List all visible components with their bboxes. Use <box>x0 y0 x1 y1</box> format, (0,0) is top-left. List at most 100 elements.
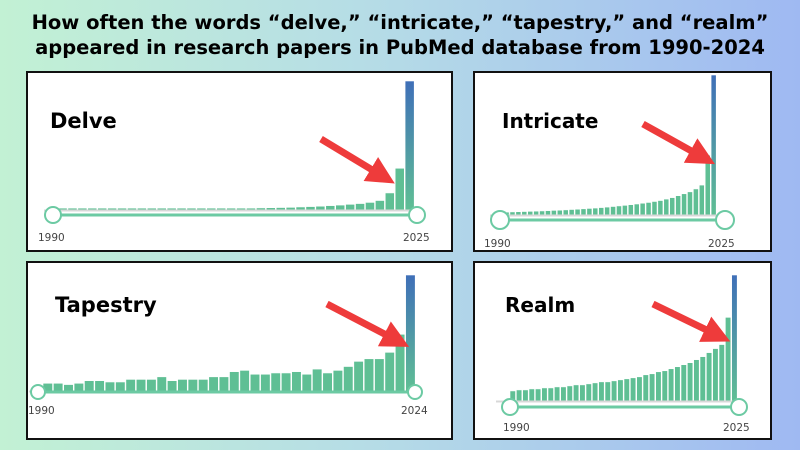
bar <box>156 376 167 392</box>
bar <box>94 380 105 392</box>
bar <box>365 202 375 211</box>
x-end-label: 2025 <box>708 238 735 250</box>
range-slider-start-handle[interactable] <box>490 210 510 230</box>
bar <box>630 377 637 402</box>
bar <box>645 202 652 216</box>
x-end-label: 2025 <box>403 232 430 244</box>
bar <box>642 374 649 402</box>
bar <box>633 203 640 216</box>
bar <box>305 206 316 211</box>
bar <box>229 371 240 392</box>
bar <box>208 376 219 392</box>
chart-title-tapestry: Tapestry <box>55 293 157 317</box>
range-slider-start-handle[interactable] <box>44 206 62 224</box>
bar <box>527 211 534 216</box>
bar <box>73 382 84 392</box>
bar <box>394 167 405 211</box>
bar <box>627 204 634 216</box>
bar-chart-delve: 1990 2025 <box>38 80 430 244</box>
bar <box>115 381 126 392</box>
bar <box>374 358 385 392</box>
chart-title-realm: Realm <box>505 293 576 317</box>
bar <box>84 380 95 392</box>
bar-chart-realm: 1990 2025 <box>496 274 750 434</box>
bar <box>604 381 611 402</box>
bar <box>598 207 605 216</box>
bar <box>681 193 687 216</box>
bar <box>706 352 713 402</box>
red-arrow-annotation <box>319 136 395 184</box>
bar <box>535 388 542 402</box>
bar <box>522 389 529 402</box>
x-start-label: 1990 <box>38 232 65 244</box>
bar <box>335 204 346 211</box>
bar <box>343 366 354 392</box>
bar <box>260 373 271 392</box>
bar <box>636 376 643 402</box>
bar <box>187 379 198 392</box>
bar <box>710 74 717 216</box>
bar <box>53 382 64 392</box>
chart-panel-intricate: 1990 2025 Intricate <box>473 71 772 252</box>
chart-title-intricate: Intricate <box>502 109 599 133</box>
chart-panel-tapestry: 1990 2024 Tapestry <box>26 261 453 440</box>
bar <box>592 382 599 402</box>
bar <box>198 379 209 392</box>
bar <box>651 201 658 216</box>
range-slider-end-handle[interactable] <box>715 210 735 230</box>
bar <box>322 372 333 392</box>
bar <box>384 352 395 392</box>
bar <box>661 370 668 402</box>
red-arrow-annotation <box>641 120 716 165</box>
bar <box>281 372 292 392</box>
bar <box>610 206 616 216</box>
bar <box>167 380 178 392</box>
bar <box>404 80 415 211</box>
bar <box>704 154 711 216</box>
bar <box>218 376 229 392</box>
bar <box>649 373 656 402</box>
bar <box>332 370 343 392</box>
bar <box>521 211 528 216</box>
range-slider-start-handle[interactable] <box>501 398 519 416</box>
bar <box>611 380 618 402</box>
bar <box>573 384 580 402</box>
bar <box>325 205 336 211</box>
red-arrow-annotation <box>651 300 731 342</box>
bar <box>345 204 355 211</box>
bar-chart-tapestry: 1990 2024 <box>28 274 428 417</box>
bar <box>668 368 675 402</box>
bar <box>731 274 738 402</box>
bar <box>663 198 670 216</box>
chart-title-line-1: How often the words “delve,” “intricate,… <box>31 11 769 34</box>
bar <box>353 361 364 392</box>
bar <box>674 366 681 402</box>
range-slider-start-handle[interactable] <box>30 384 46 400</box>
bar <box>556 209 563 216</box>
bar <box>301 373 312 392</box>
bar <box>579 384 586 402</box>
chart-panel-delve: 1990 2025 Delve <box>26 71 453 252</box>
bar-chart-intricate: 1990 2025 <box>484 74 735 250</box>
bar <box>622 205 628 216</box>
bar <box>680 364 687 402</box>
range-slider-end-handle[interactable] <box>407 384 423 400</box>
bar <box>574 208 581 216</box>
bar <box>604 206 611 216</box>
bar <box>547 387 554 402</box>
range-slider-end-handle[interactable] <box>730 398 748 416</box>
chart-title-delve: Delve <box>50 109 117 133</box>
bar <box>585 383 592 402</box>
range-slider-end-handle[interactable] <box>408 206 426 224</box>
bar <box>146 379 157 392</box>
bar <box>718 344 725 402</box>
x-start-label: 1990 <box>503 422 530 434</box>
chart-panel-realm: 1990 2025 Realm <box>473 261 772 440</box>
bar <box>639 202 646 216</box>
bar <box>580 208 587 216</box>
bar <box>363 358 375 392</box>
bar <box>405 274 416 392</box>
bar <box>586 208 593 216</box>
bar <box>104 381 116 392</box>
x-end-label: 2025 <box>723 422 750 434</box>
